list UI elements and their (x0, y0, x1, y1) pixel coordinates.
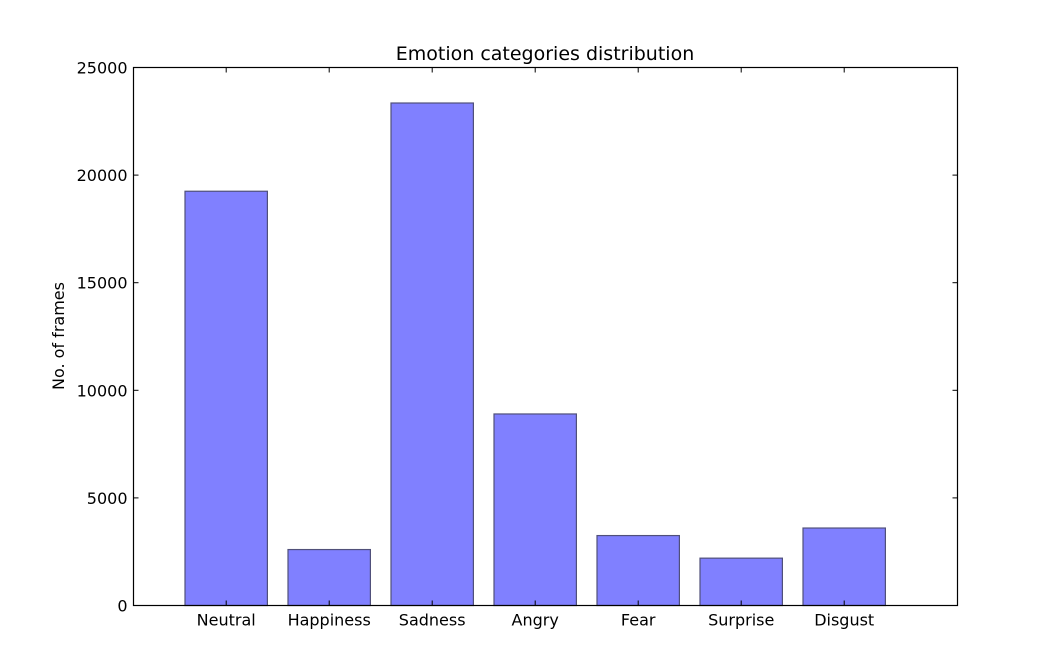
chart-title: Emotion categories distribution (396, 43, 694, 65)
bar-sadness (390, 102, 475, 607)
y-tick-label: 10000 (77, 381, 128, 400)
x-tick-labels: Neutral Happiness Sadness Angry Fear Surprise… (197, 611, 875, 630)
y-axis-label: No. of frames (49, 282, 68, 390)
y-tick-label: 5000 (87, 489, 128, 508)
x-tick-label: Angry (512, 611, 559, 630)
y-tick-label: 20000 (77, 166, 128, 185)
plot-frame (132, 66, 959, 607)
y-tick-label: 0 (117, 597, 127, 616)
bar-fear (596, 534, 681, 607)
x-tick-label: Surprise (708, 611, 774, 630)
bars-group (184, 102, 887, 607)
x-tick-label: Neutral (197, 611, 256, 630)
x-tick-label: Fear (621, 611, 656, 630)
bar-neutral (184, 190, 269, 607)
y-tick-label: 15000 (77, 274, 128, 293)
x-tick-label: Sadness (399, 611, 466, 630)
bar-happiness (287, 548, 372, 607)
bar-angry (493, 413, 578, 607)
bar-surprise (699, 557, 784, 607)
y-tick-labels: 0 5000 10000 15000 20000 25000 (77, 59, 128, 616)
y-tick-label: 25000 (77, 59, 128, 78)
x-tick-label: Disgust (814, 611, 874, 630)
bar-disgust (802, 527, 887, 607)
x-tick-label: Happiness (288, 611, 371, 630)
